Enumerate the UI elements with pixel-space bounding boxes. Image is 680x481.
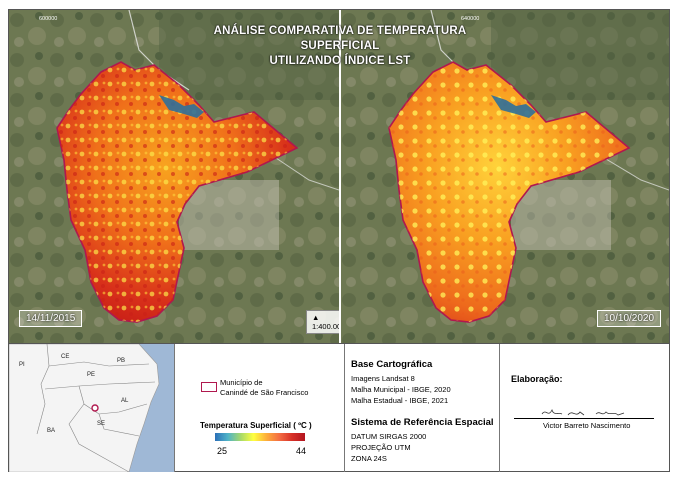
temperature-min-label: 25 xyxy=(217,446,228,456)
satellite-lst-map-2020: 640000 xyxy=(341,10,669,343)
map-panel-2020: 640000 10/10/2020 xyxy=(341,10,669,343)
municipality-legend-label: Município de Canindé de São Francisco xyxy=(220,378,308,398)
srs-item: ZONA 24S xyxy=(351,454,387,463)
author-name: Victor Barreto Nascimento xyxy=(543,421,631,430)
legend-label-line1: Município de xyxy=(220,378,263,387)
base-title: Base Cartográfica xyxy=(351,359,433,370)
srs-item: DATUM SIRGAS 2000 xyxy=(351,432,427,441)
elaboration-title: Elaboração: xyxy=(511,374,563,384)
cartographic-base-cell: Base Cartográfica Imagens Landsat 8 Malh… xyxy=(345,344,500,472)
title-line-2: UTILIZANDO ÍNDICE LST xyxy=(269,55,411,67)
inset-label-pe: PE xyxy=(87,372,95,378)
title-line-1: ANÁLISE COMPARATIVA DE TEMPERATURA SUPER… xyxy=(213,25,467,52)
temperature-legend-title: Temperatura Superficial ( ºC ) xyxy=(200,421,312,430)
coord-label-right: 640000 xyxy=(461,16,479,22)
reservoir-xingo xyxy=(159,95,204,118)
inset-label-se: SE xyxy=(97,421,105,427)
legend-panel: PI CE PB PE AL SE BA Município de Canind… xyxy=(9,343,669,472)
base-item: Malha Estadual - IBGE, 2021 xyxy=(351,396,449,405)
srs-item: PROJEÇÃO UTM xyxy=(351,443,411,452)
map-title: ANÁLISE COMPARATIVA DE TEMPERATURA SUPER… xyxy=(179,24,501,69)
municipality-location-marker xyxy=(91,404,99,412)
date-label-2015: 14/11/2015 xyxy=(19,310,83,327)
inset-label-al: AL xyxy=(121,398,129,404)
location-inset-cell: PI CE PB PE AL SE BA xyxy=(9,344,175,472)
reservoir-xingo-2020 xyxy=(491,95,536,118)
date-label-2020: 10/10/2020 xyxy=(597,310,662,327)
elaboration-cell: Elaboração: Victor Barreto Nascimento xyxy=(500,344,669,472)
base-item: Malha Municipal - IBGE, 2020 xyxy=(351,385,451,394)
inset-label-pb: PB xyxy=(117,358,125,364)
base-item: Imagens Landsat 8 xyxy=(351,374,415,383)
location-inset-map: PI CE PB PE AL SE BA xyxy=(9,344,174,472)
coord-label-left: 600000 xyxy=(39,16,57,22)
satellite-lst-map-2015: 600000 xyxy=(9,10,339,343)
map-layout-frame: 600000 14/11/2015 ▲ 1:400.000 640000 10/… xyxy=(8,9,670,472)
temperature-max-label: 44 xyxy=(296,446,307,456)
temperature-color-ramp xyxy=(215,433,305,441)
inset-label-ce: CE xyxy=(61,354,69,360)
municipality-legend-swatch xyxy=(201,382,217,392)
signature-line xyxy=(514,418,654,419)
map-panel-2015: 600000 14/11/2015 ▲ 1:400.000 xyxy=(9,10,339,343)
legend-cell: Município de Canindé de São Francisco Te… xyxy=(175,344,345,472)
scale-label: ▲ 1:400.000 xyxy=(306,310,339,334)
inset-label-pi: PI xyxy=(19,362,25,368)
scale-value: 1:400.000 xyxy=(312,322,339,331)
inset-label-ba: BA xyxy=(47,428,55,434)
srs-title: Sistema de Referência Espacial xyxy=(351,417,494,428)
legend-label-line2: Canindé de São Francisco xyxy=(220,388,309,397)
signature-image xyxy=(541,408,625,416)
